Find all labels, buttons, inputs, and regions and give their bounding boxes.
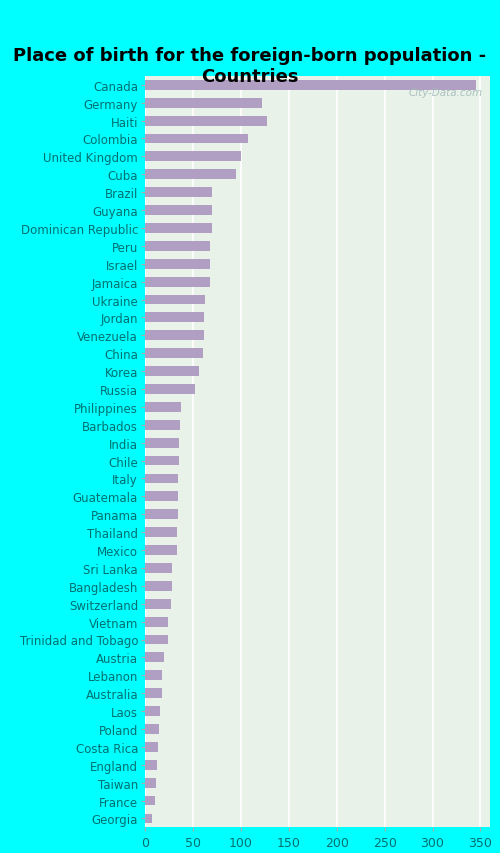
Bar xyxy=(145,277,210,287)
Bar xyxy=(145,206,212,216)
Bar xyxy=(145,99,262,108)
Bar xyxy=(145,117,266,126)
Bar xyxy=(145,653,164,663)
Bar xyxy=(145,241,210,252)
Bar xyxy=(145,814,152,823)
Bar xyxy=(145,367,199,376)
Bar xyxy=(145,331,204,341)
Bar xyxy=(145,295,206,305)
Bar xyxy=(145,510,178,519)
Bar xyxy=(145,259,210,270)
Bar xyxy=(145,474,178,484)
Bar xyxy=(145,385,195,394)
Bar xyxy=(145,760,156,769)
Text: City-Data.com: City-Data.com xyxy=(409,88,483,98)
Bar xyxy=(145,688,162,699)
Bar xyxy=(145,581,172,591)
Bar xyxy=(145,528,176,537)
Bar xyxy=(145,706,160,717)
Bar xyxy=(145,742,158,751)
Bar xyxy=(145,778,156,787)
Bar xyxy=(145,438,178,448)
Bar xyxy=(145,635,168,645)
Bar xyxy=(145,599,171,609)
Text: Place of birth for the foreign-born population -
Countries: Place of birth for the foreign-born popu… xyxy=(14,47,486,85)
Bar xyxy=(145,796,154,805)
Bar xyxy=(145,188,212,198)
Bar xyxy=(145,153,241,162)
Bar xyxy=(145,724,160,734)
Bar xyxy=(145,313,204,323)
Bar xyxy=(145,81,476,90)
Bar xyxy=(145,456,178,466)
Bar xyxy=(145,545,176,555)
Bar xyxy=(145,223,212,234)
Bar xyxy=(145,135,248,144)
Bar xyxy=(145,170,236,180)
Bar xyxy=(145,421,180,430)
Bar xyxy=(145,403,182,412)
Bar xyxy=(145,617,168,627)
Bar xyxy=(145,349,203,359)
Bar xyxy=(145,563,172,573)
Bar xyxy=(145,670,162,681)
Bar xyxy=(145,492,178,502)
